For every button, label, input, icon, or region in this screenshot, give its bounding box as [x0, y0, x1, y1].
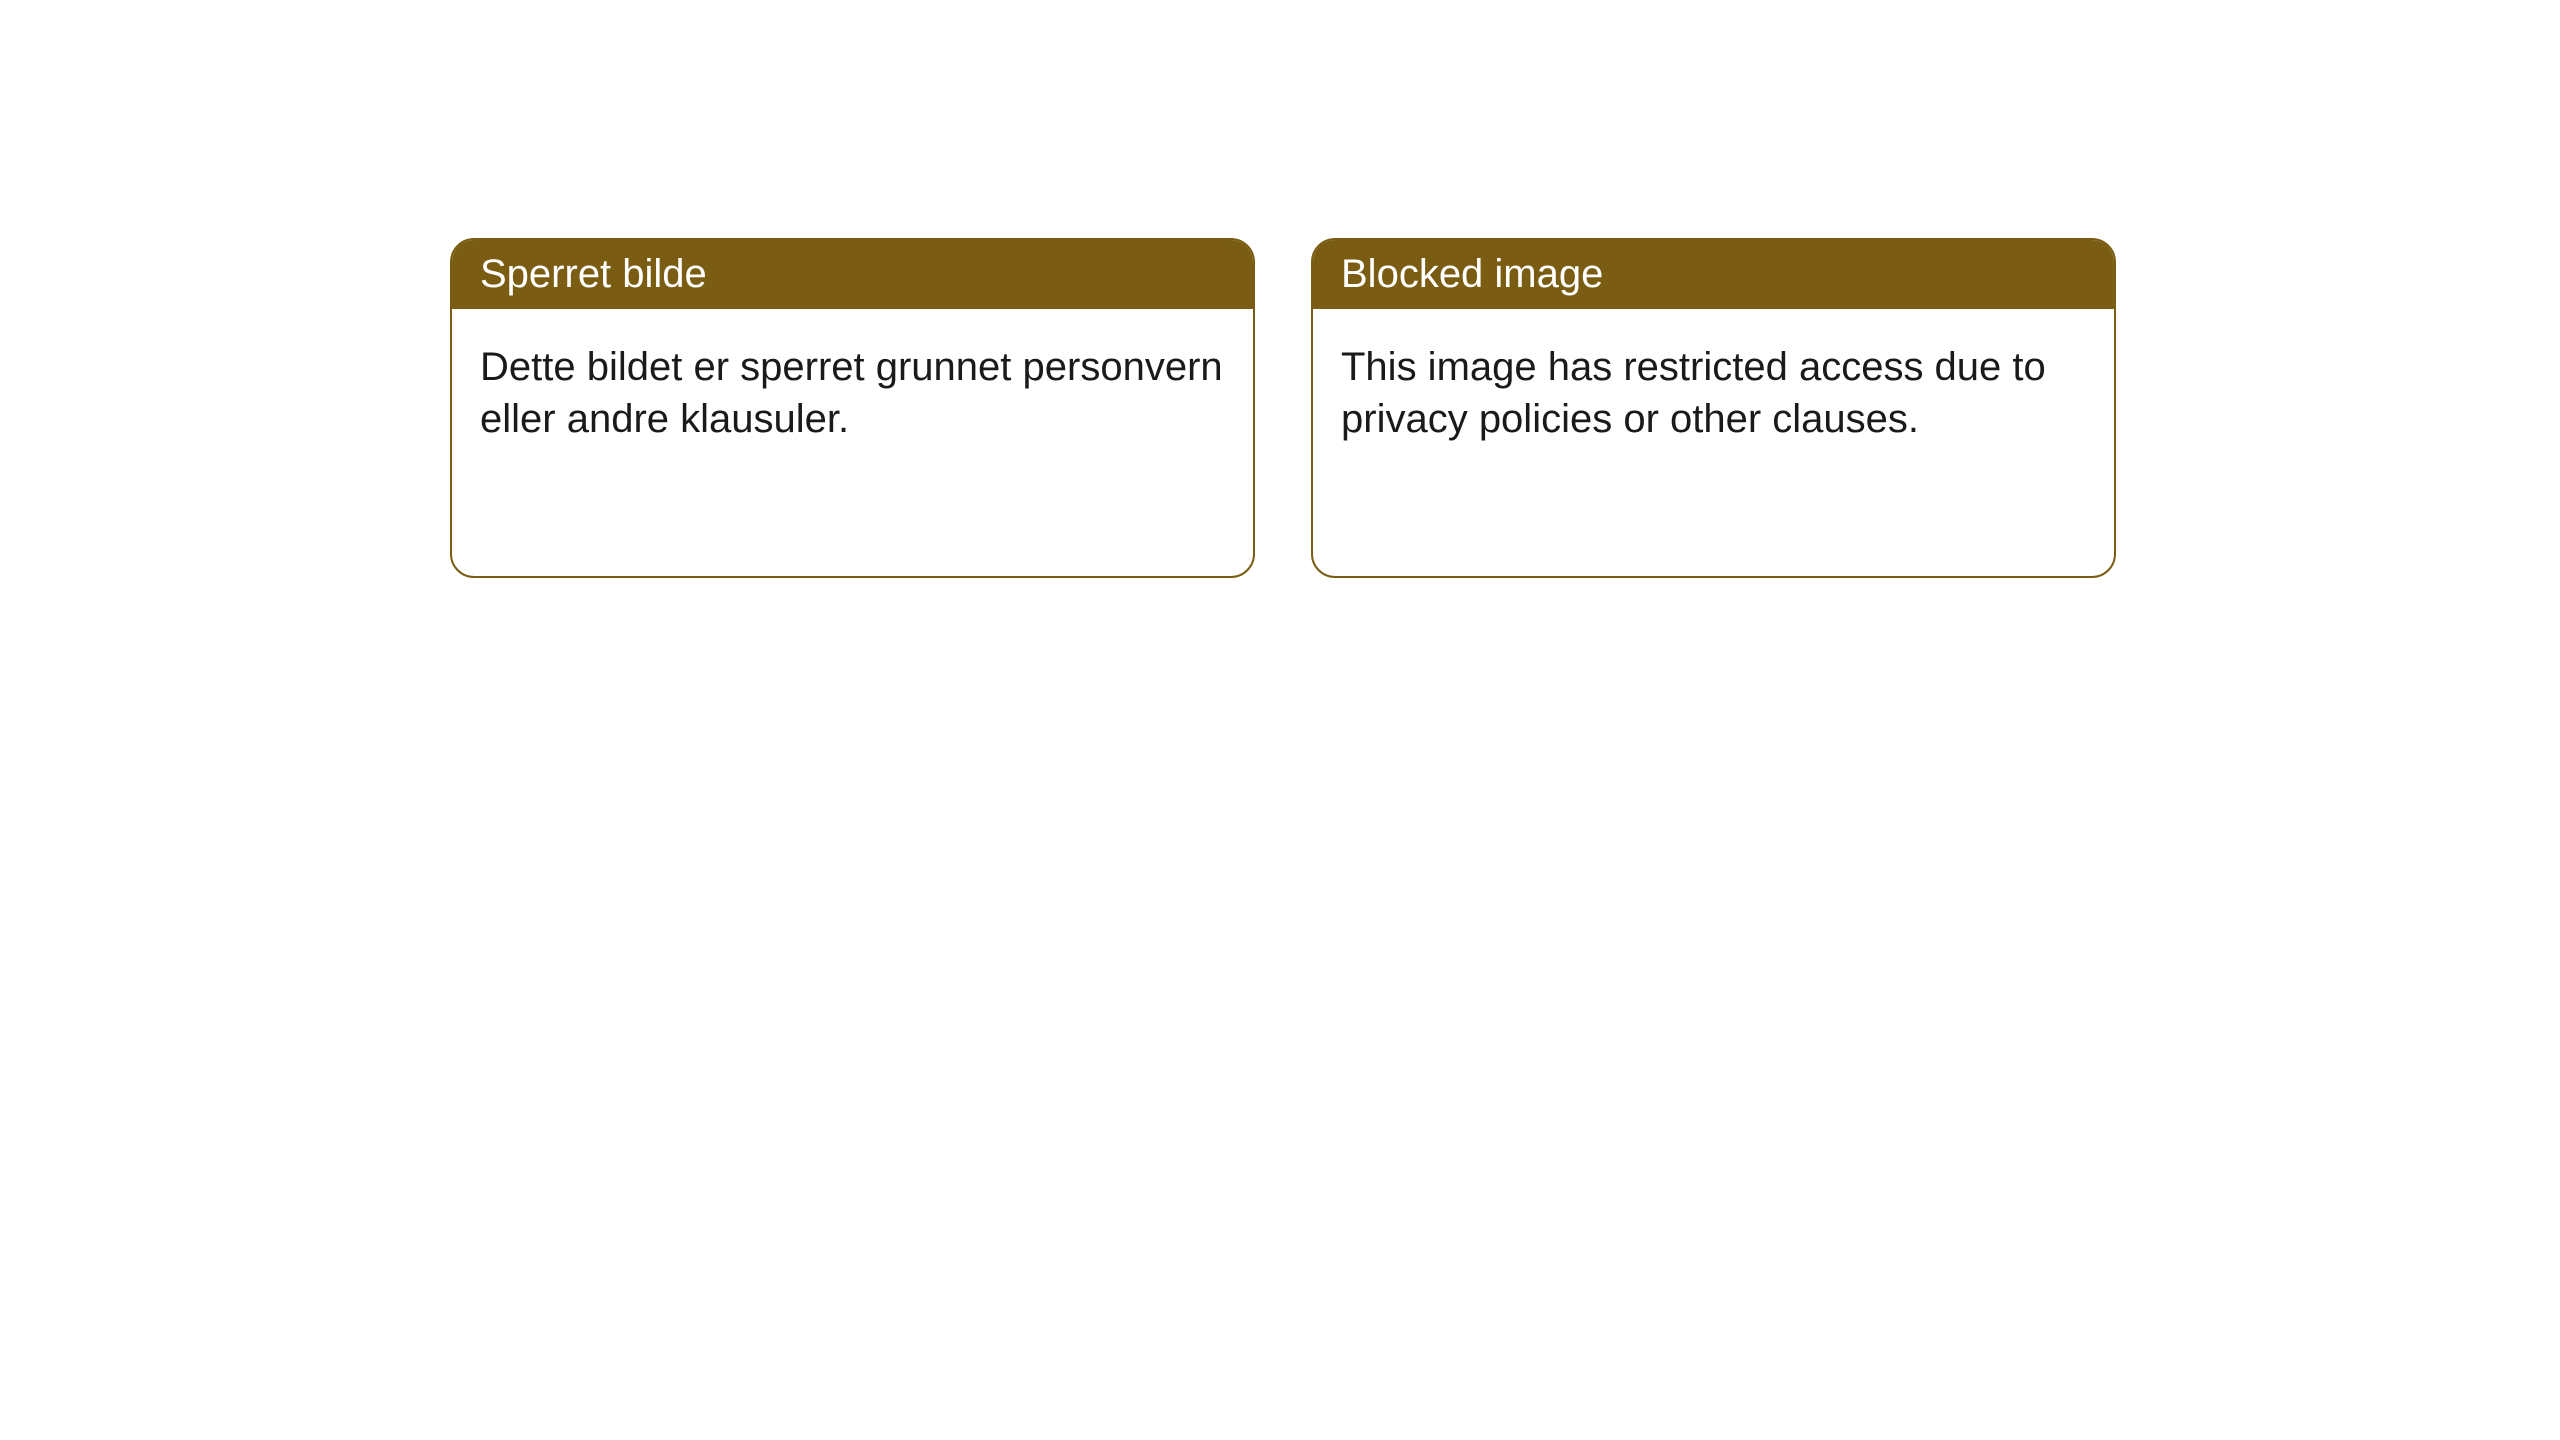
notice-card-english: Blocked image This image has restricted … — [1311, 238, 2116, 578]
card-title: Blocked image — [1341, 252, 1603, 296]
card-body-text: Dette bildet er sperret grunnet personve… — [480, 345, 1223, 441]
card-body: Dette bildet er sperret grunnet personve… — [452, 309, 1253, 477]
notice-cards-container: Sperret bilde Dette bildet er sperret gr… — [450, 238, 2116, 578]
notice-card-norwegian: Sperret bilde Dette bildet er sperret gr… — [450, 238, 1255, 578]
card-body: This image has restricted access due to … — [1313, 309, 2114, 477]
card-body-text: This image has restricted access due to … — [1341, 345, 2046, 441]
card-header: Blocked image — [1313, 240, 2114, 309]
card-header: Sperret bilde — [452, 240, 1253, 309]
card-title: Sperret bilde — [480, 252, 707, 296]
